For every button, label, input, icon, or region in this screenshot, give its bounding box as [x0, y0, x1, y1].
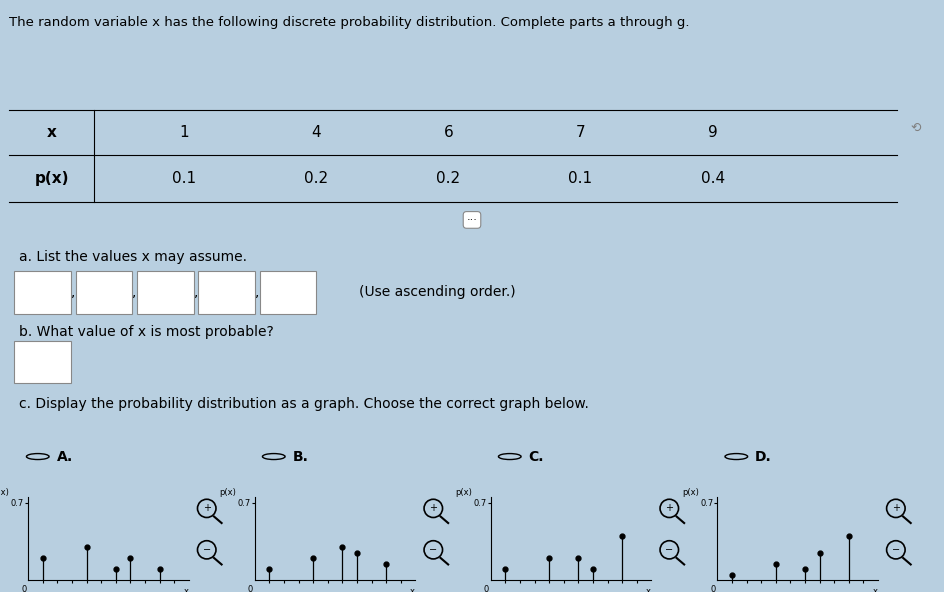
Text: 0: 0 [711, 584, 716, 592]
FancyBboxPatch shape [137, 271, 194, 314]
Text: 4: 4 [312, 125, 321, 140]
FancyBboxPatch shape [14, 271, 71, 314]
Text: p(x): p(x) [35, 170, 69, 186]
Text: ⟲: ⟲ [910, 123, 921, 135]
Y-axis label: p(x): p(x) [682, 488, 699, 497]
Text: x: x [872, 587, 878, 592]
Text: A.: A. [57, 449, 73, 464]
Text: a. List the values x may assume.: a. List the values x may assume. [19, 250, 247, 264]
Text: The random variable x has the following discrete probability distribution. Compl: The random variable x has the following … [9, 16, 690, 29]
FancyBboxPatch shape [76, 271, 132, 314]
Text: ,: , [132, 285, 137, 300]
Y-axis label: p(x): p(x) [0, 488, 9, 497]
Text: 0: 0 [484, 584, 489, 592]
Text: 0: 0 [22, 584, 26, 592]
Text: −: − [430, 545, 437, 555]
Text: 0.2: 0.2 [304, 170, 329, 186]
Text: 1: 1 [179, 125, 189, 140]
FancyBboxPatch shape [260, 271, 316, 314]
Text: B.: B. [293, 449, 309, 464]
Text: +: + [666, 503, 673, 513]
Text: +: + [203, 503, 211, 513]
Text: D.: D. [755, 449, 772, 464]
Text: ,: , [255, 285, 260, 300]
Text: +: + [892, 503, 900, 513]
Text: ,: , [194, 285, 198, 300]
Text: 0.1: 0.1 [172, 170, 196, 186]
Text: ,: , [71, 285, 76, 300]
Text: (Use ascending order.): (Use ascending order.) [359, 285, 515, 300]
Text: 7: 7 [576, 125, 585, 140]
Text: 0.1: 0.1 [568, 170, 593, 186]
FancyBboxPatch shape [14, 341, 71, 383]
Y-axis label: p(x): p(x) [455, 488, 472, 497]
Text: −: − [203, 545, 211, 555]
Text: −: − [666, 545, 673, 555]
Text: x: x [183, 587, 189, 592]
Text: 9: 9 [708, 125, 717, 140]
Text: −: − [892, 545, 900, 555]
FancyBboxPatch shape [198, 271, 255, 314]
Text: 0.4: 0.4 [700, 170, 725, 186]
Text: c. Display the probability distribution as a graph. Choose the correct graph bel: c. Display the probability distribution … [19, 397, 589, 411]
Text: 0: 0 [248, 584, 253, 592]
Text: 6: 6 [444, 125, 453, 140]
Text: ···: ··· [466, 215, 478, 225]
Text: x: x [410, 587, 415, 592]
Text: C.: C. [529, 449, 544, 464]
Text: 0.2: 0.2 [436, 170, 461, 186]
Text: +: + [430, 503, 437, 513]
Text: x: x [47, 125, 57, 140]
Text: x: x [646, 587, 651, 592]
Y-axis label: p(x): p(x) [219, 488, 236, 497]
Text: b. What value of x is most probable?: b. What value of x is most probable? [19, 325, 274, 339]
